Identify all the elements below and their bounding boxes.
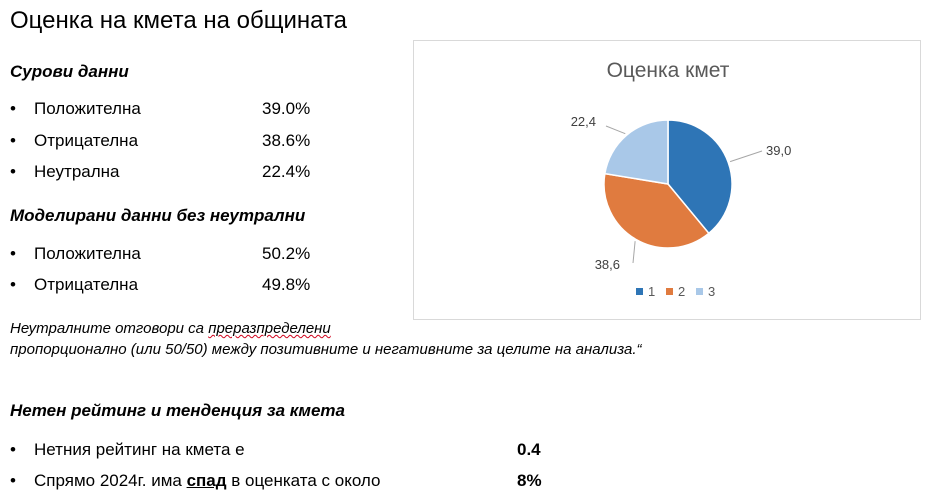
label-emphasis: спад: [186, 471, 227, 490]
pie-chart: Оценка кмет 39,0 38,6 22,4 1 2 3: [413, 40, 921, 320]
list-item-label: Положителна: [34, 99, 141, 118]
list-item-value: 38.6%: [262, 131, 311, 150]
note-misspelled-word: преразпределени: [208, 320, 331, 337]
legend-label: 1: [648, 284, 655, 299]
list-item-value: 0.4: [517, 440, 541, 459]
list-item-label: Отрицателна: [34, 275, 139, 294]
list-item-value: 39.0%: [262, 99, 311, 118]
data-label: 39,0: [766, 143, 791, 158]
list-item-label: Неутрална: [34, 162, 120, 181]
pie-slice-3: [603, 119, 669, 185]
chart-title: Оценка кмет: [607, 59, 730, 82]
label-part: в оценката с около: [226, 471, 381, 490]
list-item-label: Спрямо 2024г. има спад в оценката с окол…: [34, 469, 381, 493]
legend-swatch: [696, 288, 703, 295]
legend-swatch: [636, 288, 643, 295]
list-item-value: 8%: [517, 471, 542, 490]
page-title: Оценка на кмета на общината: [10, 7, 348, 34]
bullet-icon: [10, 469, 30, 493]
list-item-value: 49.8%: [262, 275, 311, 294]
net-rating-heading: Нетен рейтинг и тенденция за кмета: [10, 401, 345, 420]
note-line2: пропорционално (или 50/50) между позитив…: [10, 341, 642, 358]
raw-data-heading: Сурови данни: [10, 62, 129, 81]
data-label: 22,4: [571, 114, 596, 129]
note-text: Неутралните отговори са преразпределени …: [10, 318, 642, 360]
bullet-icon: [10, 129, 30, 153]
legend-swatch: [666, 288, 673, 295]
list-item-label: Положителна: [34, 244, 141, 263]
modeled-data-heading: Моделирани данни без неутрални: [10, 206, 306, 225]
legend-label: 2: [678, 284, 685, 299]
pie-slice-2: [603, 172, 710, 249]
bullet-icon: [10, 273, 30, 297]
leader-line: [605, 125, 626, 135]
leader-line: [632, 241, 636, 264]
list-item-label: Нетния рейтинг на кмета е: [34, 440, 245, 459]
data-label: 38,6: [595, 257, 620, 272]
leader-line: [729, 150, 763, 163]
bullet-icon: [10, 438, 30, 462]
list-item-value: 50.2%: [262, 244, 311, 263]
note-part1: Неутралните отговори са: [10, 320, 209, 337]
bullet-icon: [10, 160, 30, 184]
label-part: Спрямо 2024г. има: [34, 471, 187, 490]
bullet-icon: [10, 242, 30, 266]
list-item-value: 22.4%: [262, 162, 311, 181]
pie-slice-1: [667, 119, 733, 235]
legend-label: 3: [708, 284, 715, 299]
list-item-label: Отрицателна: [34, 131, 139, 150]
bullet-icon: [10, 97, 30, 121]
pie-chart-canvas: Оценка кмет 39,0 38,6 22,4 1 2 3: [571, 59, 792, 299]
